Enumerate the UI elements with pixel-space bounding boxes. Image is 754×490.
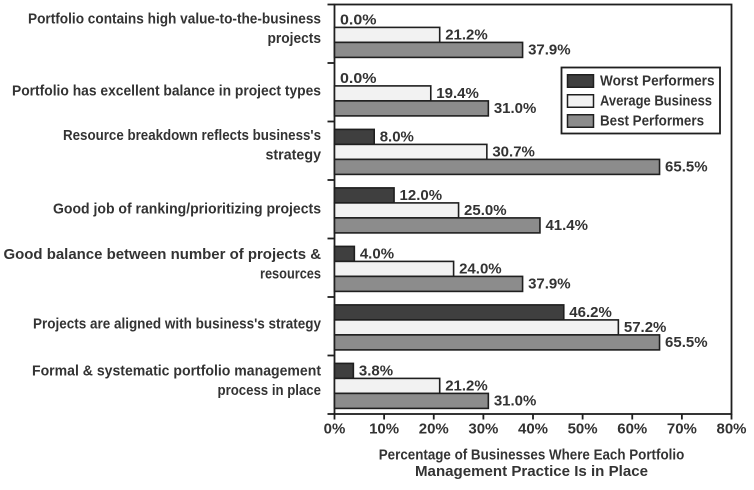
svg-text:process in place: process in place xyxy=(218,382,322,399)
svg-text:25.0%: 25.0% xyxy=(464,202,507,219)
svg-text:Percentage of Businesses Where: Percentage of Businesses Where Each Port… xyxy=(379,447,685,464)
svg-text:65.5%: 65.5% xyxy=(665,334,708,351)
svg-text:Best Performers: Best Performers xyxy=(600,113,704,130)
svg-text:31.0%: 31.0% xyxy=(494,100,537,117)
svg-text:80%: 80% xyxy=(716,421,746,438)
svg-text:37.9%: 37.9% xyxy=(528,41,571,58)
svg-text:37.9%: 37.9% xyxy=(528,275,571,292)
svg-text:65.5%: 65.5% xyxy=(665,158,708,175)
svg-text:Good job of ranking/prioritizi: Good job of ranking/prioritizing project… xyxy=(53,200,321,217)
svg-text:60%: 60% xyxy=(617,421,647,438)
svg-text:3.8%: 3.8% xyxy=(359,362,393,379)
svg-text:40%: 40% xyxy=(518,421,548,438)
svg-text:24.0%: 24.0% xyxy=(459,260,502,277)
svg-text:Resource breakdown reflects bu: Resource breakdown reflects business's xyxy=(63,127,321,144)
svg-text:0%: 0% xyxy=(324,421,346,438)
svg-text:Average Business: Average Business xyxy=(600,93,712,110)
svg-text:resources: resources xyxy=(260,266,321,283)
svg-text:10%: 10% xyxy=(369,421,399,438)
svg-text:Management Practice Is in Plac: Management Practice Is in Place xyxy=(415,463,648,480)
svg-text:Portfolio contains high value-: Portfolio contains high value-to-the-bus… xyxy=(28,10,321,27)
svg-text:50%: 50% xyxy=(568,421,598,438)
svg-text:41.4%: 41.4% xyxy=(545,217,588,234)
svg-text:57.2%: 57.2% xyxy=(624,319,667,336)
svg-text:Projects are aligned with busi: Projects are aligned with business's str… xyxy=(33,316,322,333)
svg-text:19.4%: 19.4% xyxy=(436,85,479,102)
svg-text:projects: projects xyxy=(268,30,322,47)
svg-text:Good balance between number of: Good balance between number of projects … xyxy=(4,246,322,263)
svg-text:12.0%: 12.0% xyxy=(400,187,443,204)
svg-text:Portfolio has excellent balanc: Portfolio has excellent balance in proje… xyxy=(12,82,321,99)
svg-text:46.2%: 46.2% xyxy=(569,304,612,321)
svg-text:20%: 20% xyxy=(419,421,449,438)
svg-text:70%: 70% xyxy=(667,421,697,438)
svg-text:Formal & systematic portfolio: Formal & systematic portfolio management xyxy=(32,362,321,379)
svg-text:0.0%: 0.0% xyxy=(340,11,377,28)
svg-text:31.0%: 31.0% xyxy=(494,392,537,409)
svg-text:Worst Performers: Worst Performers xyxy=(600,73,715,90)
svg-text:21.2%: 21.2% xyxy=(445,26,488,43)
svg-text:30%: 30% xyxy=(468,421,498,438)
svg-text:4.0%: 4.0% xyxy=(360,245,394,262)
svg-text:30.7%: 30.7% xyxy=(492,143,535,160)
svg-text:0.0%: 0.0% xyxy=(340,70,377,87)
svg-text:21.2%: 21.2% xyxy=(445,377,488,394)
svg-text:strategy: strategy xyxy=(266,147,322,164)
svg-text:8.0%: 8.0% xyxy=(380,128,414,145)
